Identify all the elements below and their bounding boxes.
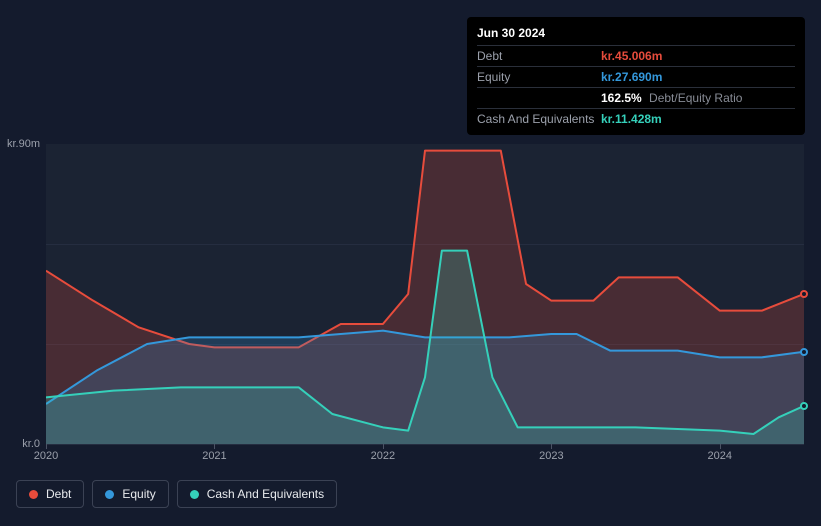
tooltip-row-value: 162.5% Debt/Equity Ratio — [601, 91, 742, 105]
legend-dot-icon — [29, 490, 38, 499]
tooltip-row: 162.5% Debt/Equity Ratio — [477, 87, 795, 108]
y-axis-label: kr.90m — [7, 138, 40, 150]
legend-item-cash-and-equivalents[interactable]: Cash And Equivalents — [177, 480, 337, 508]
x-axis-label: 2023 — [539, 450, 563, 462]
chart-tooltip: Jun 30 2024 Debtkr.45.006mEquitykr.27.69… — [467, 17, 805, 135]
legend-item-debt[interactable]: Debt — [16, 480, 84, 508]
gridline — [46, 444, 804, 445]
legend-label: Debt — [46, 487, 71, 501]
tooltip-row-label — [477, 91, 601, 105]
tooltip-row-label: Cash And Equivalents — [477, 112, 601, 126]
x-axis-label: 2022 — [371, 450, 395, 462]
x-axis-label: 2021 — [202, 450, 226, 462]
tooltip-row-value: kr.11.428m — [601, 112, 662, 126]
legend-item-equity[interactable]: Equity — [92, 480, 168, 508]
x-axis-tick — [214, 444, 215, 449]
legend: Debt Equity Cash And Equivalents — [16, 480, 337, 508]
legend-label: Cash And Equivalents — [207, 487, 324, 501]
x-axis-label: 2020 — [34, 450, 58, 462]
x-axis-tick — [551, 444, 552, 449]
tooltip-row: Cash And Equivalentskr.11.428m — [477, 108, 795, 129]
x-axis-tick — [46, 444, 47, 449]
legend-label: Equity — [122, 487, 155, 501]
tooltip-row-value: kr.27.690m — [601, 70, 662, 84]
tooltip-row: Equitykr.27.690m — [477, 66, 795, 87]
tooltip-row-extra: Debt/Equity Ratio — [646, 91, 743, 105]
plot-area — [46, 144, 804, 444]
tooltip-row-label: Equity — [477, 70, 601, 84]
legend-dot-icon — [105, 490, 114, 499]
legend-dot-icon — [190, 490, 199, 499]
debt-equity-chart: kr.90mkr.0 20202021202220232024 DebtEqui… — [16, 128, 806, 508]
x-axis-tick — [720, 444, 721, 449]
x-axis-label: 2024 — [708, 450, 732, 462]
tooltip-row: Debtkr.45.006m — [477, 45, 795, 66]
series-end-marker — [800, 402, 808, 410]
series-cash-and-equivalents — [46, 144, 804, 444]
tooltip-row-label: Debt — [477, 49, 601, 63]
y-axis-label: kr.0 — [22, 438, 40, 450]
tooltip-date: Jun 30 2024 — [477, 23, 795, 45]
x-axis-tick — [383, 444, 384, 449]
tooltip-row-value: kr.45.006m — [601, 49, 662, 63]
